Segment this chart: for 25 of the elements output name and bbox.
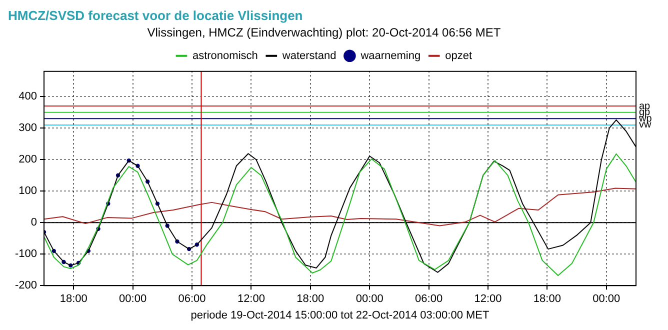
x-tick-label: 18:00 (296, 293, 324, 306)
y-tick-label: 200 (18, 154, 38, 166)
x-tick-label: 12:00 (237, 293, 265, 306)
y-tick-label: -100 (14, 248, 38, 260)
x-tick-label: 00:00 (356, 293, 384, 306)
x-tick-label: 00:00 (119, 293, 147, 306)
legend-label: opzet (445, 50, 472, 62)
x-tick-label: 06:00 (415, 293, 443, 306)
y-tick-label: 100 (18, 185, 38, 198)
legend-label: waterstand (281, 50, 336, 62)
y-tick-label: 400 (18, 90, 38, 103)
y-tick-label: 300 (18, 122, 38, 134)
x-tick-label: 00:00 (592, 293, 620, 306)
x-tick-label: 12:00 (474, 293, 502, 306)
chart-subtitle: Vlissingen, HMCZ (Eindverwachting) plot: 20-Oct-2014 06:56 MET (147, 26, 502, 40)
chart-title: HMCZ/SVSD forecast voor de locatie Vlissingen (8, 8, 304, 25)
x-tick-label: 18:00 (60, 293, 88, 306)
x-axis-title: periode 19-Oct-2014 15:00:00 tot 22-Oct-2014 03:00:00 MET (190, 309, 490, 322)
y-tick-label: 0 (30, 216, 38, 229)
y-tick-label: -200 (14, 280, 38, 292)
ref-line-label: ap (639, 100, 651, 112)
legend-label: astronomisch (192, 50, 258, 62)
legend-label: waarneming (360, 50, 421, 62)
x-tick-label: 18:00 (533, 293, 561, 306)
x-tick-label: 06:00 (178, 293, 206, 306)
